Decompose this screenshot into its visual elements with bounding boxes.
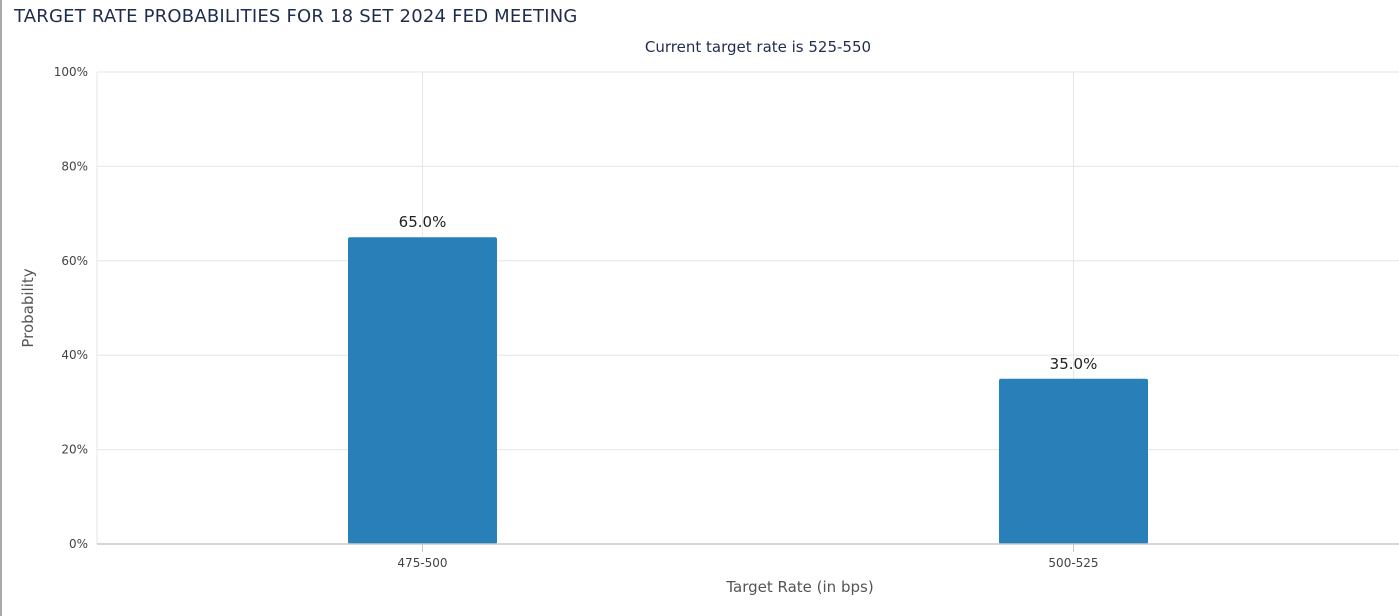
y-tick-label: 100%: [54, 65, 88, 79]
bar-value-labels: 65.0% 35.0%: [399, 213, 1098, 373]
bar-value-label: 35.0%: [1050, 355, 1098, 373]
bar-475-500[interactable]: [348, 237, 497, 544]
y-tick-label: 40%: [61, 348, 88, 362]
bars: [348, 237, 1148, 544]
y-tick-label: 20%: [61, 443, 88, 457]
y-axis-title: Probability: [19, 268, 37, 347]
bar-value-label: 65.0%: [399, 213, 447, 231]
x-tick-label: 475-500: [397, 556, 447, 570]
chart-title: Current target rate is 525-550: [645, 38, 871, 56]
x-axis-title: Target Rate (in bps): [725, 578, 873, 596]
page-title: TARGET RATE PROBABILITIES FOR 18 SET 202…: [14, 6, 578, 27]
axes: 0% 20% 40% 60% 80% 100% 475-500 500-525: [54, 65, 1399, 570]
y-tick-label: 80%: [61, 159, 88, 173]
x-tick-label: 500-525: [1048, 556, 1098, 570]
left-border: [0, 0, 2, 616]
y-tick-label: 0%: [69, 537, 88, 551]
grid-lines: [97, 71, 1399, 544]
y-tick-label: 60%: [61, 254, 88, 268]
bar-500-525[interactable]: [999, 378, 1148, 544]
